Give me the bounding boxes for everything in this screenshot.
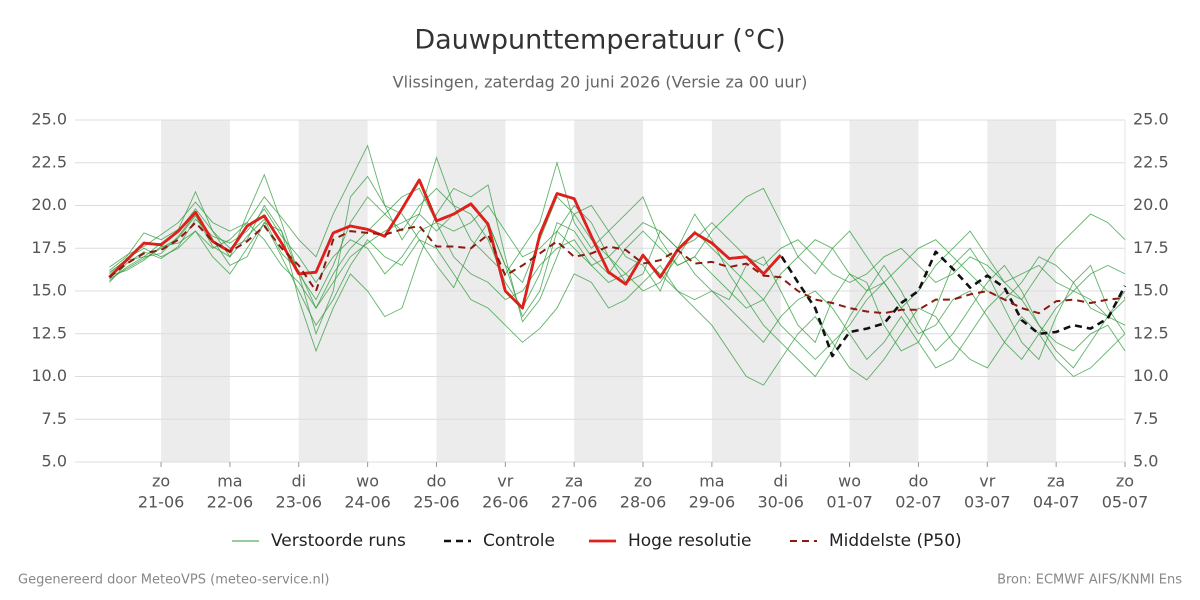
legend-label: Hoge resolutie	[628, 531, 752, 551]
x-tick-label: zo	[1116, 472, 1134, 491]
x-tick-label: za	[565, 472, 583, 491]
x-tick-label: 24-06	[344, 493, 391, 512]
x-tick-label: do	[426, 472, 446, 491]
y-tick-label: 10.0	[31, 366, 67, 385]
x-tick-label: 26-06	[482, 493, 529, 512]
series-line	[108, 178, 782, 310]
x-tick-label: ma	[217, 472, 242, 491]
perturbed-run	[109, 144, 1126, 309]
x-tick-label: di	[291, 472, 306, 491]
y-tick-label: 5.0	[42, 452, 67, 471]
y2-tick-label: 10.0	[1133, 366, 1169, 385]
footer-right: Bron: ECMWF AIFS/KNMI Ens	[997, 573, 1182, 588]
y2-tick-label: 17.5	[1133, 238, 1169, 257]
x-tick-label: 01-07	[826, 493, 873, 512]
series-line	[108, 221, 1126, 315]
y2-tick-label: 12.5	[1133, 323, 1169, 342]
y-tick-label: 15.0	[31, 281, 67, 300]
x-tick-label: vr	[497, 472, 513, 491]
x-tick-label: 21-06	[138, 493, 185, 512]
x-tick-label: 27-06	[551, 493, 598, 512]
chart-subtitle: Vlissingen, zaterdag 20 juni 2026 (Versi…	[393, 73, 808, 92]
y-tick-label: 7.5	[42, 409, 67, 428]
y2-tick-label: 7.5	[1133, 409, 1158, 428]
x-tick-label: 04-07	[1033, 493, 1080, 512]
footer-left: Gegenereerd door MeteoVPS (meteo-service…	[18, 573, 329, 588]
x-tick-label: 22-06	[207, 493, 254, 512]
x-tick-label: 25-06	[413, 493, 460, 512]
y2-tick-label: 20.0	[1133, 195, 1169, 214]
x-tick-label: 29-06	[689, 493, 736, 512]
x-tick-label: zo	[152, 472, 170, 491]
x-tick-label: za	[1047, 472, 1065, 491]
y2-tick-label: 15.0	[1133, 281, 1169, 300]
x-tick-label: 03-07	[964, 493, 1011, 512]
y-tick-label: 20.0	[31, 195, 67, 214]
x-tick-label: ma	[699, 472, 724, 491]
y2-tick-label: 25.0	[1133, 110, 1169, 129]
legend-label: Controle	[483, 531, 555, 551]
legend-label: Middelste (P50)	[829, 531, 962, 551]
perturbed-run	[109, 184, 1126, 378]
y-tick-label: 17.5	[31, 238, 67, 257]
legend-label: Verstoorde runs	[271, 531, 406, 551]
x-tick-label: 30-06	[757, 493, 804, 512]
x-tick-label: zo	[634, 472, 652, 491]
y2-tick-label: 5.0	[1133, 452, 1158, 471]
x-tick-label: 05-07	[1102, 493, 1149, 512]
x-tick-label: wo	[838, 472, 861, 491]
perturbed-run	[109, 187, 1126, 318]
y-tick-label: 12.5	[31, 323, 67, 342]
x-tick-label: do	[908, 472, 928, 491]
x-tick-label: 28-06	[620, 493, 667, 512]
x-tick-label: di	[773, 472, 788, 491]
y2-tick-label: 22.5	[1133, 152, 1169, 171]
x-tick-label: wo	[356, 472, 379, 491]
x-tick-label: vr	[979, 472, 995, 491]
y-tick-label: 25.0	[31, 110, 67, 129]
x-tick-label: 02-07	[895, 493, 942, 512]
y-tick-label: 22.5	[31, 152, 67, 171]
perturbed-run	[109, 221, 1126, 386]
x-tick-label: 23-06	[276, 493, 323, 512]
chart-title: Dauwpunttemperatuur (°C)	[414, 25, 785, 56]
